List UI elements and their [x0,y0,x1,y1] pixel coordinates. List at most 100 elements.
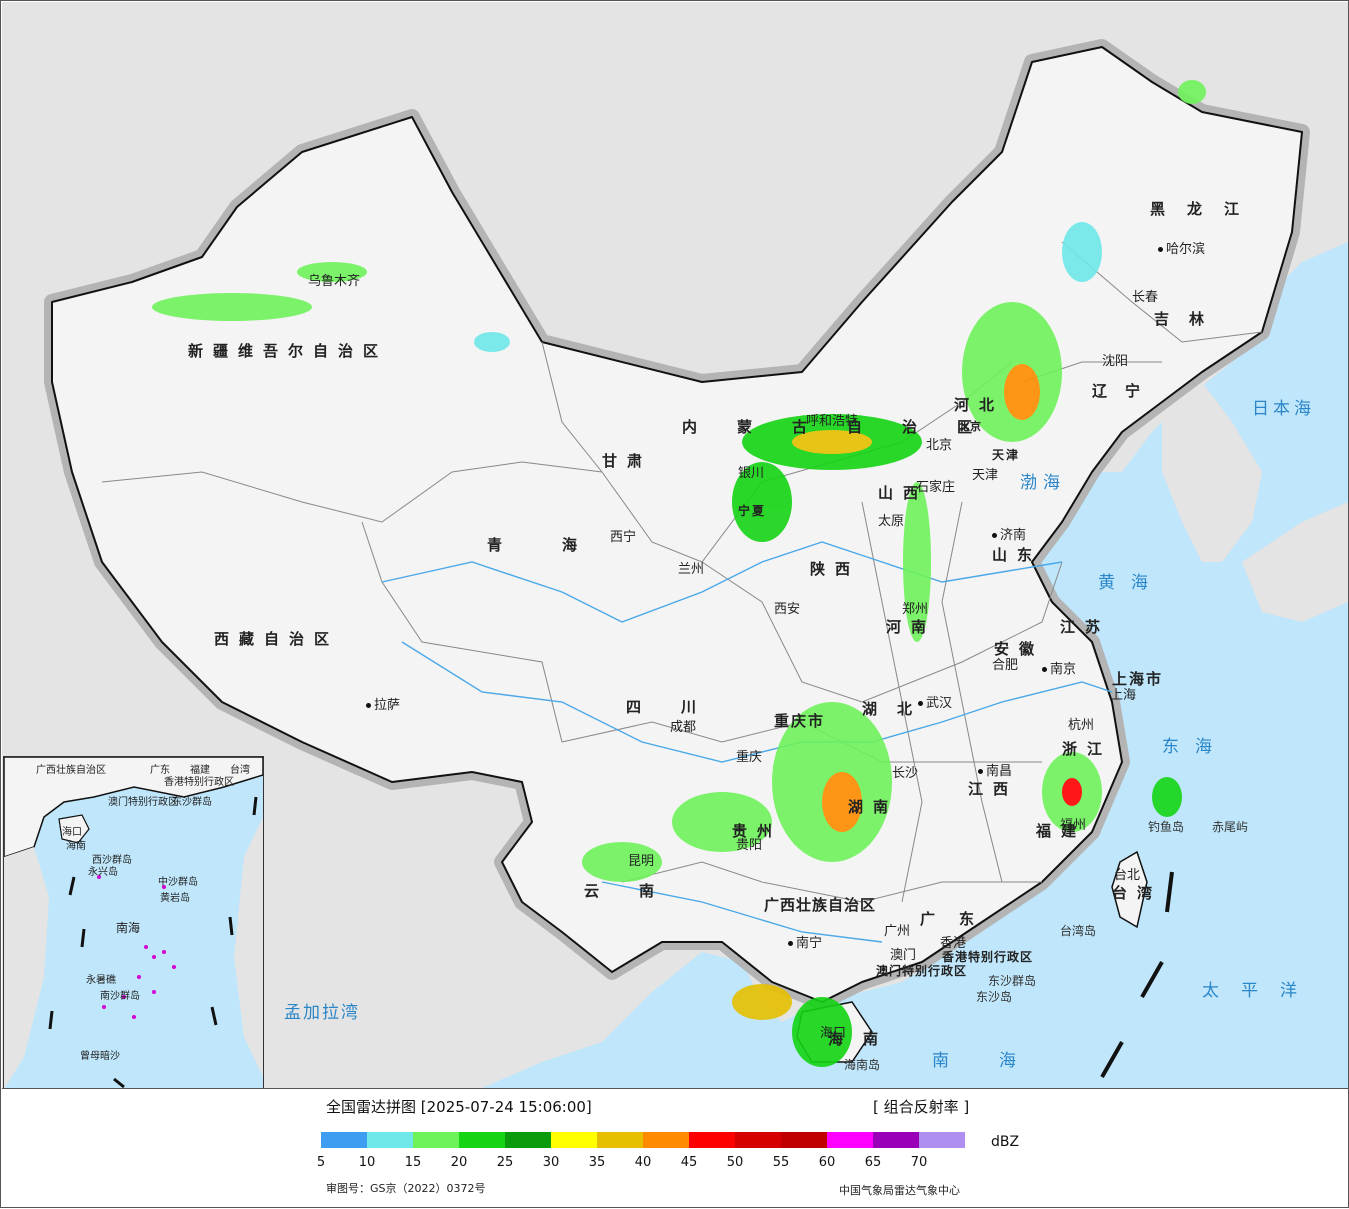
tick-label: 5 [316,1155,326,1170]
city-label: 昆明 [628,854,655,869]
inset-label: 曾母暗沙 [80,1051,120,1062]
city-label: 武汉 [918,692,952,711]
province-boundaries [101,241,1263,903]
color-swatch [735,1132,781,1148]
city-label: 重庆 [736,750,763,765]
tick-label: 65 [864,1155,882,1170]
sea-label: 日本海 [1252,399,1315,419]
island-label: 赤尾屿 [1212,820,1249,834]
color-bar-ticks: 5 10 15 20 25 30 35 40 45 50 55 60 65 70 [317,1155,1021,1173]
color-swatch [367,1132,413,1148]
province-label: 内蒙古自治区 [682,418,1013,436]
approval-number: 审图号：GS京（2022）0372号 [326,1182,486,1195]
sea-label: 黄海 [1098,573,1164,593]
province-label: 西藏自治区 [214,630,340,648]
inset-label: 黄岩岛 [160,893,190,904]
city-label: 郑州 [902,602,929,617]
inset-label: 福建 [190,765,210,776]
province-label: 天津 [992,448,1021,462]
province-label: 湖北 [862,700,933,718]
color-swatch [413,1132,459,1148]
city-label: 成都 [670,720,697,735]
tick-label: 20 [450,1155,468,1170]
inset-canvas [4,757,263,1088]
inset-label: 南沙群岛 [100,991,140,1002]
color-swatch [781,1132,827,1148]
sea-label: 东海 [1162,737,1228,757]
color-swatch [689,1132,735,1148]
sea-label: 太平洋 [1202,981,1319,1001]
inset-label: 南海 [116,921,141,935]
city-label: 合肥 [992,658,1019,673]
city-label: 银川 [738,466,765,481]
color-swatch [643,1132,689,1148]
province-label: 北京 [958,420,982,433]
island-label: 台湾岛 [1060,924,1097,938]
tick-label: 10 [358,1155,376,1170]
south-china-sea-inset: 广西壮族自治区 广东 福建 台湾 香港特别行政区 澳门特别行政区 东沙群岛 海口… [3,756,264,1088]
city-label: 拉萨 [366,694,400,713]
province-label: 海南 [828,1030,899,1048]
island-label: 东沙群岛 [988,974,1037,988]
city-label: 石家庄 [916,480,956,495]
city-label: 哈尔滨 [1158,238,1205,257]
province-label: 新疆维吾尔自治区 [188,342,389,360]
color-swatch [919,1132,965,1148]
japan-land [1242,502,1348,622]
inset-label: 西沙群岛 [92,855,132,866]
province-label: 重庆市 [774,712,826,730]
inset-label: 广西壮族自治区 [36,765,106,776]
tick-label: 50 [726,1155,744,1170]
city-label: 南宁 [788,932,822,951]
inset-land-north [4,757,263,858]
province-label: 吉林 [1154,310,1225,328]
sea-label: 孟加拉湾 [284,1003,360,1023]
city-label: 长春 [1132,290,1159,305]
island-label: 海南岛 [844,1058,881,1072]
province-label: 台湾 [1112,884,1163,902]
province-label: 山东 [992,546,1043,564]
city-label: 乌鲁木齐 [308,274,361,289]
color-swatch [597,1132,643,1148]
province-label: 江苏 [1060,618,1111,636]
inset-dash-segments [48,796,258,1088]
province-label: 辽宁 [1092,382,1159,400]
province-label: 贵州 [732,822,783,840]
color-swatch [551,1132,597,1148]
color-swatch [321,1132,367,1148]
sea-label: 渤海 [1020,473,1066,493]
province-label: 甘肃 [602,452,653,470]
inset-label: 海口 [62,827,82,838]
province-label: 香港特别行政区 [942,950,1034,964]
city-label: 沈阳 [1102,354,1129,369]
color-bar [321,1132,965,1148]
city-label: 太原 [878,514,905,529]
agency-label: 中国气象局雷达气象中心 [839,1184,960,1197]
province-label: 广西壮族自治区 [764,896,877,914]
city-label: 西安 [774,602,801,617]
product-label: [ 组合反射率 ] [873,1098,970,1116]
city-label: 杭州 [1068,718,1095,733]
city-label: 香港 [940,936,967,951]
city-label: 海口 [820,1026,847,1041]
radar-map[interactable]: 新疆维吾尔自治区 西藏自治区 青海 甘肃 内蒙古自治区 黑龙江 吉林 辽宁 河北… [2,2,1348,1089]
city-label: 兰州 [678,562,705,577]
color-swatch [873,1132,919,1148]
city-label: 北京 [926,438,953,453]
tick-label: 25 [496,1155,514,1170]
city-label: 天津 [972,468,999,483]
province-label: 上海市 [1112,670,1164,688]
inset-label: 东沙群岛 [172,797,212,808]
inset-label: 广东 [150,765,170,776]
tick-label: 45 [680,1155,698,1170]
province-label: 安徽 [994,640,1045,658]
city-label: 澳门 [890,948,917,963]
province-label: 陕西 [810,560,861,578]
province-label: 广东 [920,910,999,928]
province-label: 山西 [878,484,929,502]
tick-label: 55 [772,1155,790,1170]
color-swatch [459,1132,505,1148]
island-label: 钓鱼岛 [1148,820,1185,834]
city-label: 南昌 [978,760,1012,779]
